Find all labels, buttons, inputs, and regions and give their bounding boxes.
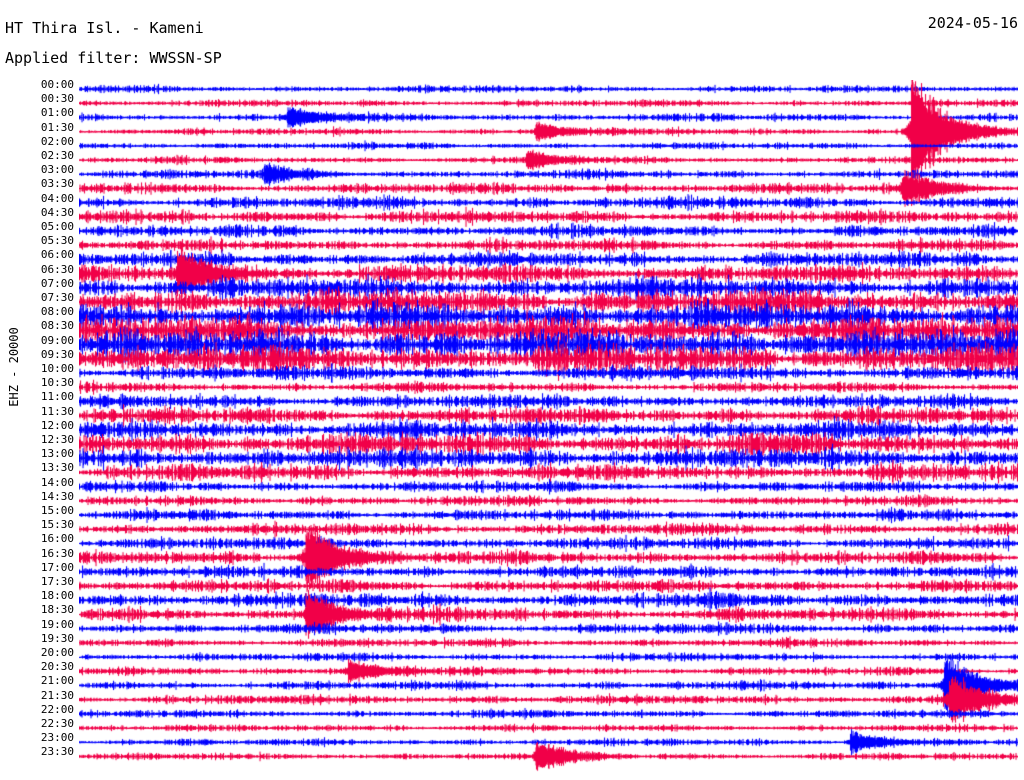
- time-tick-06-00: 06:00: [40, 248, 74, 262]
- time-tick-22-30: 22:30: [40, 717, 74, 730]
- time-tick-21-30: 21:30: [40, 688, 74, 702]
- time-tick-15-30: 15:30: [40, 518, 74, 532]
- time-tick-02-30: 02:30: [40, 149, 74, 162]
- time-tick-22-00: 22:00: [40, 702, 74, 716]
- time-tick-16-30: 16:30: [40, 546, 74, 560]
- time-tick-07-30: 07:30: [40, 291, 74, 304]
- time-tick-17-30: 17:30: [40, 575, 74, 588]
- time-tick-19-00: 19:00: [40, 617, 74, 631]
- time-tick-01-00: 01:00: [40, 106, 74, 120]
- time-tick-12-00: 12:00: [40, 418, 74, 432]
- time-tick-23-00: 23:00: [40, 731, 74, 745]
- time-tick-20-30: 20:30: [40, 660, 74, 674]
- time-tick-03-00: 03:00: [40, 163, 74, 177]
- time-tick-13-00: 13:00: [40, 447, 74, 461]
- time-tick-05-30: 05:30: [40, 234, 74, 248]
- seismogram-plot: [79, 80, 1018, 772]
- seismogram-canvas: [79, 80, 1018, 772]
- time-tick-00-00: 00:00: [40, 78, 74, 91]
- time-tick-14-00: 14:00: [40, 475, 74, 489]
- time-tick-20-00: 20:00: [40, 646, 74, 659]
- time-tick-23-30: 23:30: [40, 745, 74, 759]
- time-tick-01-30: 01:30: [40, 120, 74, 134]
- time-tick-04-30: 04:30: [40, 205, 74, 219]
- time-tick-15-00: 15:00: [40, 504, 74, 517]
- time-tick-08-30: 08:30: [40, 319, 74, 333]
- time-tick-02-00: 02:00: [40, 134, 74, 148]
- time-tick-18-00: 18:00: [40, 589, 74, 603]
- time-tick-04-00: 04:00: [40, 191, 74, 205]
- page-title: HT Thira Isl. - Kameni: [5, 19, 204, 37]
- time-tick-21-00: 21:00: [40, 674, 74, 688]
- time-tick-12-30: 12:30: [40, 433, 74, 446]
- time-tick-11-30: 11:30: [40, 404, 74, 418]
- time-tick-18-30: 18:30: [40, 603, 74, 617]
- applied-filter-label: Applied filter: WWSSN-SP: [5, 49, 222, 67]
- time-tick-13-30: 13:30: [40, 461, 74, 475]
- time-tick-08-00: 08:00: [40, 305, 74, 319]
- time-tick-10-00: 10:00: [40, 362, 74, 375]
- time-tick-06-30: 06:30: [40, 262, 74, 276]
- time-tick-16-00: 16:00: [40, 532, 74, 546]
- time-tick-00-30: 00:30: [40, 92, 74, 106]
- time-tick-10-30: 10:30: [40, 376, 74, 390]
- time-tick-09-00: 09:00: [40, 333, 74, 347]
- time-tick-11-00: 11:00: [40, 390, 74, 404]
- time-tick-19-30: 19:30: [40, 631, 74, 645]
- time-tick-17-00: 17:00: [40, 560, 74, 574]
- time-tick-07-00: 07:00: [40, 276, 74, 290]
- time-tick-09-30: 09:30: [40, 347, 74, 361]
- time-tick-05-00: 05:00: [40, 220, 74, 233]
- time-axis: 00:00 00:30 01:00 01:30 02:00 02:30 03:00 03:30…: [0, 78, 79, 780]
- time-tick-03-30: 03:30: [40, 177, 74, 191]
- date-label: 2024-05-16: [927, 14, 1018, 32]
- time-tick-14-30: 14:30: [40, 489, 74, 503]
